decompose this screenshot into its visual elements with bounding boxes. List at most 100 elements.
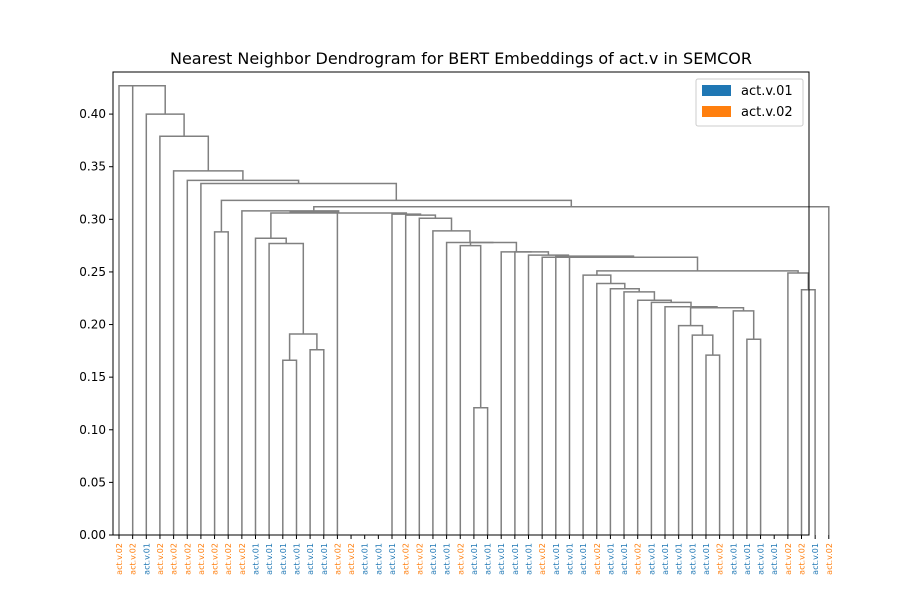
dendrogram-link-17 [555, 255, 635, 535]
dendrogram-link-15 [596, 270, 799, 276]
x-tick-label: act.v.01 [265, 543, 274, 575]
x-tick-label: act.v.02 [825, 543, 834, 575]
x-tick-label: act.v.02 [156, 543, 165, 575]
dendrogram-link-23 [459, 244, 482, 535]
dendrogram-link-5 [746, 338, 762, 535]
dendrogram-link-35 [270, 212, 408, 239]
x-tick-label: act.v.01 [661, 543, 670, 575]
x-tick-label: act.v.01 [620, 543, 629, 575]
dendrogram-link-4 [677, 324, 704, 535]
x-tick-label: act.v.02 [333, 543, 342, 575]
dendrogram-link-46 [131, 84, 166, 535]
legend-swatch-act-v-02 [702, 106, 731, 117]
dendrogram-link-20 [514, 251, 550, 535]
x-tick-label: act.v.01 [688, 543, 697, 575]
y-tick-label: 0.25 [79, 265, 106, 279]
x-tick-label: act.v.02 [197, 543, 206, 575]
dendrogram-link-39 [213, 231, 229, 535]
dendrogram-link-30 [282, 359, 298, 535]
dendrogram-link-6 [732, 310, 755, 535]
dendrogram-link-26 [432, 230, 471, 535]
dendrogram-link-25 [445, 241, 494, 535]
x-tick-label: act.v.02 [456, 543, 465, 575]
x-tick-label: act.v.01 [292, 543, 301, 575]
dendrogram-link-42 [186, 179, 300, 535]
y-tick-label: 0.20 [79, 318, 106, 332]
dendrogram-link-33 [268, 242, 305, 535]
plot-frame [112, 71, 810, 536]
dendrogram-link-18 [541, 256, 596, 535]
x-tick-label: act.v.01 [511, 543, 520, 575]
x-tick-label: act.v.01 [565, 543, 574, 575]
x-tick-label: act.v.02 [224, 543, 233, 575]
x-tick-label: act.v.01 [443, 543, 452, 575]
x-tick-label: act.v.01 [675, 543, 684, 575]
dendrogram-link-28 [404, 214, 437, 535]
legend-swatch-act-v-01 [702, 85, 731, 96]
y-axis: 0.00 0.05 0.10 0.15 0.20 0.25 0.30 0.35 0.40 [79, 107, 113, 542]
dendrogram-link-19 [527, 254, 570, 535]
y-tick-label: 0.35 [79, 160, 106, 174]
dendrogram-link-2 [705, 354, 721, 535]
dendrogram-link-12 [609, 288, 640, 535]
dendrogram-link-34 [254, 237, 287, 535]
x-tick-label: act.v.01 [606, 543, 615, 575]
legend-label-act-v-02: act.v.02 [741, 105, 793, 120]
x-tick-label: act.v.02 [784, 543, 793, 575]
dendrogram-link-45 [145, 113, 185, 535]
dendrogram-link-41 [200, 182, 398, 535]
x-tick-label: act.v.02 [634, 543, 643, 575]
y-tick-label: 0.05 [79, 475, 106, 489]
y-tick-label: 0.00 [79, 528, 106, 542]
legend: act.v.01 act.v.02 [695, 78, 804, 127]
x-tick-label: act.v.01 [374, 543, 383, 575]
x-tick-label: act.v.01 [484, 543, 493, 575]
x-tick-label: act.v.02 [129, 543, 138, 575]
y-tick-label: 0.15 [79, 370, 106, 384]
dendrogram-link-21 [500, 251, 532, 535]
x-tick-label: act.v.02 [538, 543, 547, 575]
x-tick-label: act.v.01 [552, 543, 561, 575]
y-tick-label: 0.30 [79, 212, 106, 226]
dendrogram-link-3 [691, 334, 714, 535]
x-tick-label: act.v.02 [211, 543, 220, 575]
x-tick-label: act.v.02 [238, 543, 247, 575]
dendrogram-link-24 [469, 241, 518, 252]
y-tick-label: 0.40 [79, 107, 106, 121]
dendrogram-link-40 [220, 199, 573, 232]
x-tick-label: act.v.01 [743, 543, 752, 575]
x-tick-label: act.v.01 [647, 543, 656, 575]
x-tick-label: act.v.02 [798, 543, 807, 575]
x-tick-label: act.v.01 [429, 543, 438, 575]
x-tick-label: act.v.02 [183, 543, 192, 575]
x-tick-label: act.v.02 [402, 543, 411, 575]
dendrogram-link-37 [289, 210, 339, 535]
x-tick-label: act.v.01 [388, 543, 397, 575]
x-tick-label: act.v.01 [142, 543, 151, 575]
dendrogram-link-11 [623, 291, 656, 535]
x-tick-label: act.v.01 [279, 543, 288, 575]
dendrogram-link-8 [664, 305, 718, 535]
dendrogram-link-47 [118, 84, 149, 535]
x-tick-label: act.v.01 [811, 543, 820, 575]
dendrogram-link-31 [309, 349, 325, 535]
x-tick-label: act.v.01 [757, 543, 766, 575]
x-tick-label: act.v.01 [252, 543, 261, 575]
x-tick-label: act.v.01 [525, 543, 534, 575]
dendrogram-link-32 [288, 333, 318, 361]
x-axis: act.v.02 act.v.02 act.v.01 act.v.02 act.v.02… [115, 535, 834, 575]
x-tick-label: act.v.01 [361, 543, 370, 575]
dendrogram-link-9 [650, 301, 692, 535]
x-tick-label: act.v.02 [347, 543, 356, 575]
dendrogram-link-1 [787, 272, 810, 535]
legend-label-act-v-01: act.v.01 [741, 84, 793, 99]
x-tick-label: act.v.01 [320, 543, 329, 575]
x-tick-label: act.v.02 [716, 543, 725, 575]
chart-title: Nearest Neighbor Dendrogram for BERT Emb… [170, 49, 752, 68]
dendrogram-link-22 [473, 406, 489, 535]
dendrogram-link-0 [800, 289, 816, 535]
x-tick-label: act.v.01 [729, 543, 738, 575]
x-tick-label: act.v.01 [306, 543, 315, 575]
x-tick-label: act.v.02 [170, 543, 179, 575]
